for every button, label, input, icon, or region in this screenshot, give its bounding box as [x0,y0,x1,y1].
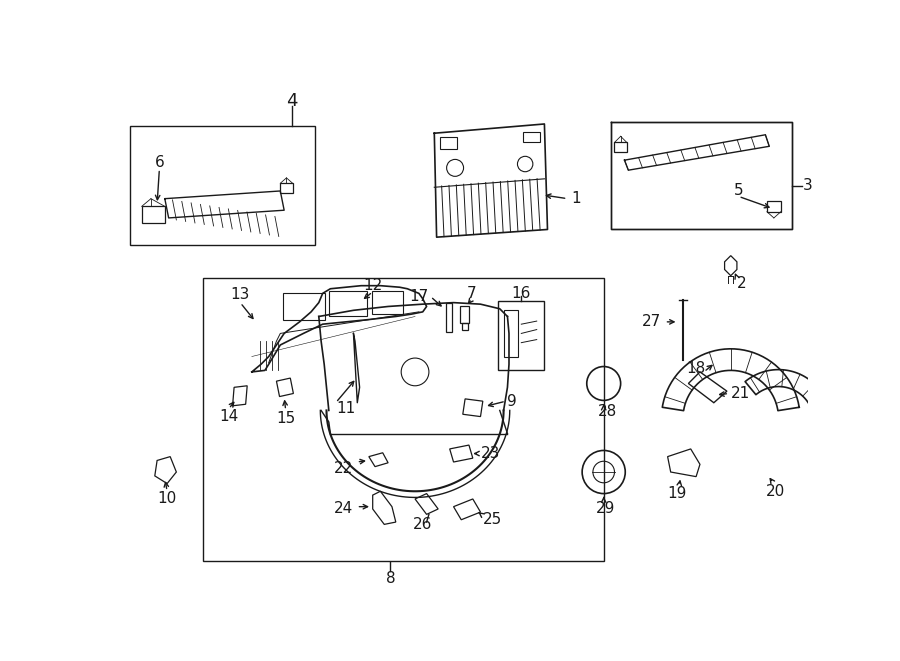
Text: 18: 18 [687,360,706,375]
Text: 16: 16 [511,286,531,301]
Text: 26: 26 [413,517,432,532]
Text: 17: 17 [410,289,429,304]
Text: 11: 11 [337,401,356,416]
Text: 7: 7 [467,286,477,301]
Bar [523,132,540,143]
Text: 21: 21 [731,386,750,401]
Bar [280,183,292,192]
Text: 6: 6 [155,155,165,170]
Text: 22: 22 [334,461,354,476]
Bar [499,301,544,370]
Text: 27: 27 [643,315,662,329]
Bar [203,278,604,561]
Bar [460,307,469,323]
Text: 25: 25 [482,512,502,527]
Bar [283,293,325,321]
Text: 1: 1 [572,191,581,206]
Text: 4: 4 [286,92,298,110]
Bar [440,137,456,149]
Text: 12: 12 [363,278,382,293]
Text: 19: 19 [667,486,687,501]
Bar [615,143,626,153]
Bar [504,310,518,356]
Text: 24: 24 [334,502,354,516]
Bar [130,126,315,245]
Text: 9: 9 [508,394,518,408]
Bar [372,291,402,314]
Text: 23: 23 [481,446,500,461]
Text: 10: 10 [158,492,176,506]
Text: 20: 20 [766,484,785,499]
Bar [462,323,468,330]
Text: 14: 14 [219,409,238,424]
Text: 15: 15 [276,410,295,426]
Bar [328,291,367,316]
Bar [141,206,165,223]
Text: 3: 3 [803,178,812,193]
Text: 2: 2 [737,276,746,291]
Text: 8: 8 [385,571,395,586]
Text: 28: 28 [598,405,617,420]
Bar [446,303,452,332]
Text: 29: 29 [597,502,616,516]
Bar [767,201,781,212]
Text: 13: 13 [230,288,250,303]
Text: 5: 5 [734,184,743,198]
